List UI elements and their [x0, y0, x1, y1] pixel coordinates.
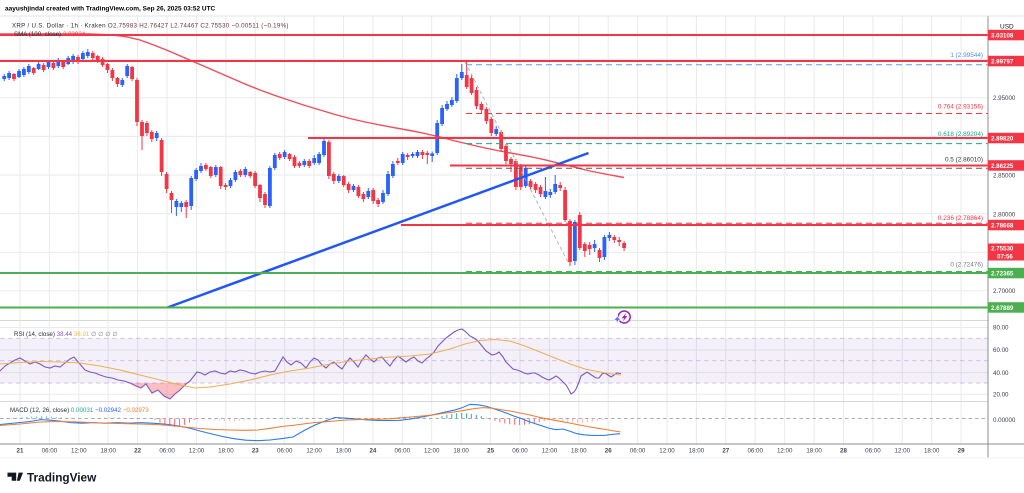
svg-text:12:00: 12:00 [542, 448, 558, 455]
svg-text:3.03108: 3.03108 [991, 32, 1014, 39]
svg-text:60.00: 60.00 [993, 347, 1009, 354]
svg-text:22: 22 [134, 448, 141, 455]
svg-text:2.75530: 2.75530 [991, 246, 1014, 253]
svg-text:2.86225: 2.86225 [991, 163, 1014, 170]
svg-text:20.00: 20.00 [993, 391, 1009, 398]
svg-text:06:00: 06:00 [512, 448, 528, 455]
svg-text:18:00: 18:00 [571, 448, 587, 455]
svg-text:40.00: 40.00 [993, 370, 1009, 377]
svg-text:18:00: 18:00 [689, 448, 705, 455]
svg-text:1 (2.99544): 1 (2.99544) [950, 52, 983, 59]
svg-text:25: 25 [487, 448, 494, 455]
svg-text:23: 23 [252, 448, 259, 455]
svg-text:12:00: 12:00 [71, 448, 87, 455]
svg-text:2.67889: 2.67889 [991, 305, 1014, 312]
svg-text:2.99797: 2.99797 [991, 58, 1014, 65]
svg-text:USD: USD [1000, 24, 1014, 31]
svg-text:0.236 (2.78864): 0.236 (2.78864) [938, 215, 983, 222]
svg-text:2.72365: 2.72365 [991, 270, 1014, 277]
svg-text:18:00: 18:00 [100, 448, 116, 455]
svg-text:18:00: 18:00 [806, 448, 822, 455]
svg-text:0.00000: 0.00000 [993, 417, 1016, 424]
svg-text:12:00: 12:00 [659, 448, 675, 455]
svg-text:06:00: 06:00 [630, 448, 646, 455]
svg-text:12:00: 12:00 [895, 448, 911, 455]
svg-text:18:00: 18:00 [218, 448, 234, 455]
svg-text:12:00: 12:00 [777, 448, 793, 455]
svg-text:80.00: 80.00 [993, 325, 1009, 332]
svg-text:26: 26 [605, 448, 612, 455]
svg-text:12:00: 12:00 [424, 448, 440, 455]
svg-text:0.618 (2.89204): 0.618 (2.89204) [938, 131, 983, 138]
svg-text:MACD (12, 26, close) 0.00031 −: MACD (12, 26, close) 0.00031 −0.02942 −0… [10, 407, 149, 414]
svg-text:07:56: 07:56 [997, 254, 1013, 261]
svg-text:2.95000: 2.95000 [993, 95, 1016, 102]
svg-text:06:00: 06:00 [159, 448, 175, 455]
svg-text:TradingView: TradingView [27, 471, 97, 485]
svg-text:06:00: 06:00 [42, 448, 58, 455]
svg-text:0.764 (2.93156): 0.764 (2.93156) [938, 104, 983, 111]
svg-text:0.5 (2.86010): 0.5 (2.86010) [945, 157, 983, 164]
svg-text:2.80000: 2.80000 [993, 212, 1016, 219]
svg-text:06:00: 06:00 [277, 448, 293, 455]
svg-text:06:00: 06:00 [747, 448, 763, 455]
svg-text:21: 21 [17, 448, 24, 455]
svg-text:27: 27 [722, 448, 729, 455]
svg-text:RSI (14, close) 38.44 36.91 ∅: RSI (14, close) 38.44 36.91 ∅ ∅ ∅ ∅ [14, 331, 118, 338]
svg-text:06:00: 06:00 [395, 448, 411, 455]
svg-text:SMA (100, close) 3.03934: SMA (100, close) 3.03934 [14, 31, 86, 38]
svg-text:0 (2.72476): 0 (2.72476) [950, 262, 983, 269]
svg-text:XRP / U.S. Dollar · 1h · Krake: XRP / U.S. Dollar · 1h · Kraken O2.75983… [12, 23, 289, 30]
svg-text:12:00: 12:00 [189, 448, 205, 455]
svg-text:29: 29 [958, 448, 965, 455]
svg-text:2.78668: 2.78668 [991, 222, 1014, 229]
svg-text:24: 24 [369, 448, 376, 455]
svg-text:2.70000: 2.70000 [993, 288, 1016, 295]
svg-text:06:00: 06:00 [865, 448, 881, 455]
svg-text:2.89820: 2.89820 [991, 135, 1014, 142]
svg-text:2.85000: 2.85000 [993, 173, 1016, 180]
svg-text:18:00: 18:00 [336, 448, 352, 455]
svg-text:12:00: 12:00 [306, 448, 322, 455]
svg-text:18:00: 18:00 [453, 448, 469, 455]
svg-text:aayushjindal created with Trad: aayushjindal created with TradingView.co… [5, 6, 216, 13]
svg-text:28: 28 [840, 448, 847, 455]
svg-text:18:00: 18:00 [924, 448, 940, 455]
